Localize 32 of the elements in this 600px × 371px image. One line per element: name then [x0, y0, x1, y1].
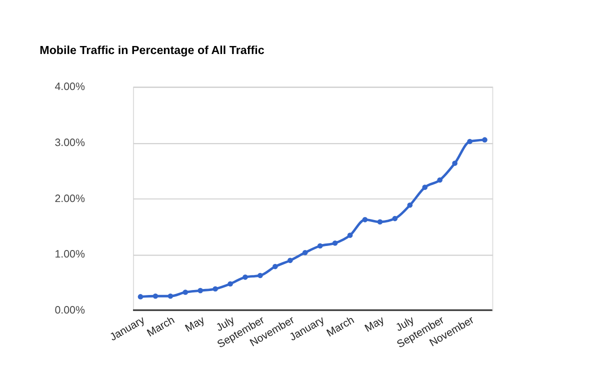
- y-tick-label: 3.00%: [54, 137, 86, 150]
- point: [422, 184, 428, 190]
- point: [288, 258, 293, 264]
- point: [482, 137, 488, 142]
- point: [452, 160, 458, 166]
- point: [228, 281, 233, 287]
- point: [407, 202, 413, 208]
- point: [198, 288, 204, 294]
- point: [467, 138, 472, 144]
- point: [258, 272, 263, 278]
- point: [377, 219, 383, 225]
- point: [182, 290, 188, 295]
- y-tick-label: 1.00%: [54, 248, 86, 261]
- point: [332, 240, 338, 246]
- point: [168, 293, 174, 299]
- point: [362, 217, 368, 222]
- point: [272, 264, 278, 270]
- y-tick-label: 4.00%: [54, 81, 86, 94]
- point: [302, 250, 308, 256]
- point: [317, 243, 323, 249]
- y-tick-label: 0.00%: [54, 304, 86, 316]
- point: [212, 286, 218, 292]
- point: [152, 293, 158, 299]
- point: [138, 294, 144, 300]
- x-tick-label: May: [362, 314, 387, 335]
- x-tick-label: May: [183, 314, 208, 335]
- point: [242, 274, 248, 280]
- point: [392, 216, 398, 222]
- chart-title: Mobile Traffic in Percentage of All Traffic: [40, 44, 265, 57]
- point: [437, 177, 443, 183]
- y-tick-label: 2.00%: [54, 192, 86, 205]
- point: [347, 232, 353, 238]
